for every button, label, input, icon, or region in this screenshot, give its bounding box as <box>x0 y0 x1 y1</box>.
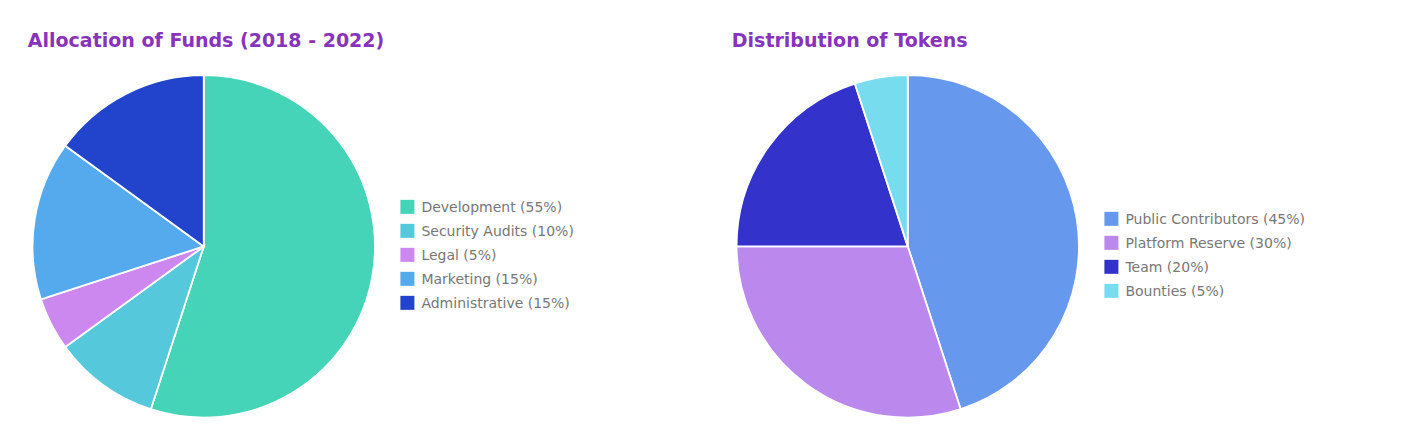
legend-item: Team (20%) <box>1104 259 1209 275</box>
legend-label: Platform Reserve (30%) <box>1125 235 1291 251</box>
legend-label: Development (55%) <box>421 199 562 215</box>
panel: Distribution of Tokens Public Contributor… <box>732 29 1305 418</box>
legend: Public Contributors (45%) Platform Reserv… <box>1104 211 1305 299</box>
legend-item: Platform Reserve (30%) <box>1104 235 1291 251</box>
legend-label: Bounties (5%) <box>1125 283 1224 299</box>
figure: Allocation of Funds (2018 - 2022) Develop… <box>0 0 1408 448</box>
legend-label: Legal (5%) <box>421 247 496 263</box>
pie-slice <box>65 75 204 246</box>
legend-label: Administrative (15%) <box>421 295 569 311</box>
chart-title: Allocation of Funds (2018 - 2022) <box>28 29 384 51</box>
legend-swatch <box>400 248 414 262</box>
legend-item: Legal (5%) <box>400 247 496 263</box>
legend-swatch <box>1104 260 1118 274</box>
legend-item: Bounties (5%) <box>1104 283 1224 299</box>
legend-label: Team (20%) <box>1124 259 1209 275</box>
legend-item: Marketing (15%) <box>400 271 537 287</box>
legend-item: Administrative (15%) <box>400 295 569 311</box>
legend-swatch <box>400 296 414 310</box>
legend-label: Security Audits (10%) <box>421 223 573 239</box>
legend-swatch <box>400 272 414 286</box>
legend-item: Public Contributors (45%) <box>1104 211 1305 227</box>
pie <box>737 75 1079 417</box>
legend-swatch <box>1104 284 1118 298</box>
chart-title: Distribution of Tokens <box>732 29 968 51</box>
legend-label: Public Contributors (45%) <box>1125 211 1305 227</box>
legend-item: Development (55%) <box>400 199 562 215</box>
legend-swatch <box>1104 236 1118 250</box>
legend: Development (55%) Security Audits (10%) Le… <box>400 199 573 311</box>
pie-slice <box>855 75 908 246</box>
pie <box>33 75 375 417</box>
legend-swatch <box>400 224 414 238</box>
legend-swatch <box>400 200 414 214</box>
pie-slice <box>737 246 961 417</box>
legend-swatch <box>1104 212 1118 226</box>
legend-label: Marketing (15%) <box>421 271 537 287</box>
panel: Allocation of Funds (2018 - 2022) Develop… <box>28 29 574 418</box>
legend-item: Security Audits (10%) <box>400 223 573 239</box>
